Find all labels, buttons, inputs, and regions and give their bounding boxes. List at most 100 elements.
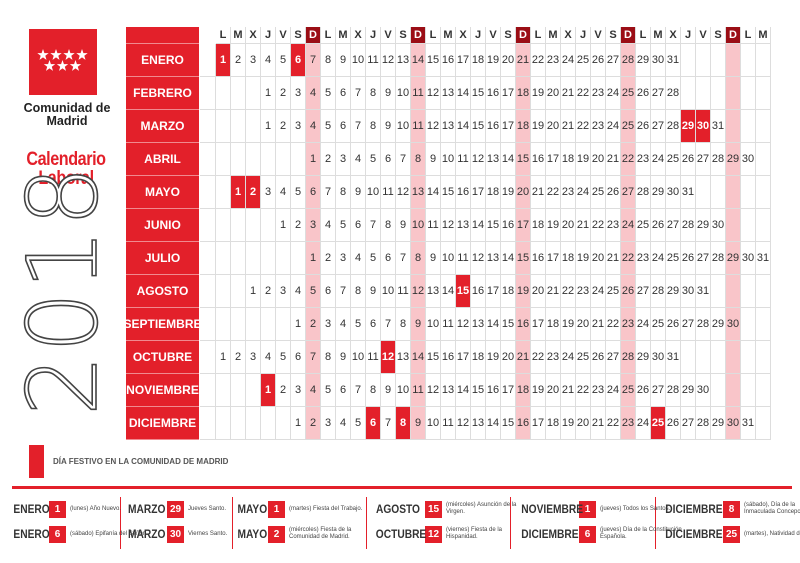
holiday-day: 29 [167,500,184,518]
empty-cell [216,143,231,176]
day-cell: 17 [531,308,546,341]
empty-cell [261,407,276,440]
footer-separator [510,497,511,549]
day-cell: 6 [381,143,396,176]
holiday-description: Viernes Santo. [188,530,228,537]
day-cell: 21 [516,44,531,77]
day-cell: 12 [411,275,426,308]
holiday-entry: ENERO 6 (sábado) Epifanía del Señor. [8,524,152,544]
day-cell: 19 [486,44,501,77]
day-cell: 6 [351,209,366,242]
day-cell: 28 [636,176,651,209]
empty-cell [216,242,231,275]
day-cell: 16 [486,77,501,110]
day-cell: 12 [471,242,486,275]
day-cell: 4 [351,242,366,275]
day-cell: 29 [711,308,726,341]
weekday-header: V [696,27,711,44]
empty-cell [711,77,726,110]
day-cell: 28 [666,110,681,143]
day-cell: 11 [366,44,381,77]
day-cell: 9 [381,110,396,143]
day-cell: 9 [411,308,426,341]
day-cell: 27 [651,77,666,110]
day-cell: 10 [426,407,441,440]
day-cell: 28 [696,308,711,341]
holiday-entry: AGOSTO 15 (miércoles) Asunción de la Virge… [368,499,528,519]
empty-cell [276,242,291,275]
day-cell: 27 [606,341,621,374]
day-cell: 13 [441,77,456,110]
empty-cell [741,176,756,209]
day-cell: 16 [501,209,516,242]
day-cell: 1 [231,176,246,209]
empty-cell [216,110,231,143]
day-cell: 14 [426,176,441,209]
day-cell: 9 [351,176,366,209]
day-cell: 30 [666,176,681,209]
day-cell: 19 [576,143,591,176]
empty-cell [756,374,771,407]
day-cell: 28 [681,209,696,242]
day-cell: 11 [411,374,426,407]
weekday-header: X [246,27,261,44]
day-cell: 16 [456,176,471,209]
day-cell: 9 [336,341,351,374]
day-cell: 14 [501,242,516,275]
day-cell: 23 [561,176,576,209]
day-cell: 31 [681,176,696,209]
day-cell: 7 [306,44,321,77]
empty-cell [741,341,756,374]
divider [12,486,792,489]
day-cell: 4 [261,341,276,374]
weekday-header: M [336,27,351,44]
weekday-header: X [561,27,576,44]
weekday-header: D [306,27,321,44]
weekday-header: S [291,27,306,44]
empty-cell [756,407,771,440]
empty-cell [726,341,741,374]
month-label: DICIEMBRE [126,407,199,440]
empty-cell [261,209,276,242]
day-cell: 8 [381,209,396,242]
weekday-header: V [276,27,291,44]
day-cell: 12 [456,308,471,341]
empty-cell [756,176,771,209]
holiday-day: 1 [49,500,66,518]
day-cell: 2 [261,275,276,308]
day-cell: 9 [426,143,441,176]
day-cell: 4 [306,77,321,110]
day-cell: 28 [621,341,636,374]
day-cell: 6 [381,242,396,275]
day-cell: 12 [471,143,486,176]
day-cell: 30 [696,374,711,407]
day-cell: 27 [621,176,636,209]
holiday-month: NOVIEMBRE [521,502,584,516]
day-cell: 19 [561,308,576,341]
day-cell: 4 [261,44,276,77]
empty-cell [246,77,261,110]
day-cell: 16 [531,143,546,176]
day-cell: 14 [411,44,426,77]
day-cell: 20 [561,209,576,242]
weekday-header: J [681,27,696,44]
weekday-header: V [591,27,606,44]
day-cell: 15 [516,242,531,275]
weekday-header: D [516,27,531,44]
empty-cell [681,44,696,77]
day-cell: 21 [561,374,576,407]
day-cell: 26 [636,77,651,110]
day-cell: 2 [306,407,321,440]
day-cell: 24 [636,407,651,440]
day-cell: 15 [441,176,456,209]
day-cell: 1 [291,407,306,440]
day-cell: 16 [516,407,531,440]
day-cell: 29 [726,143,741,176]
day-cell: 1 [216,44,231,77]
blank-cell [200,110,216,143]
day-cell: 24 [606,77,621,110]
empty-cell [681,77,696,110]
day-cell: 1 [306,242,321,275]
empty-cell [726,44,741,77]
empty-cell [246,143,261,176]
